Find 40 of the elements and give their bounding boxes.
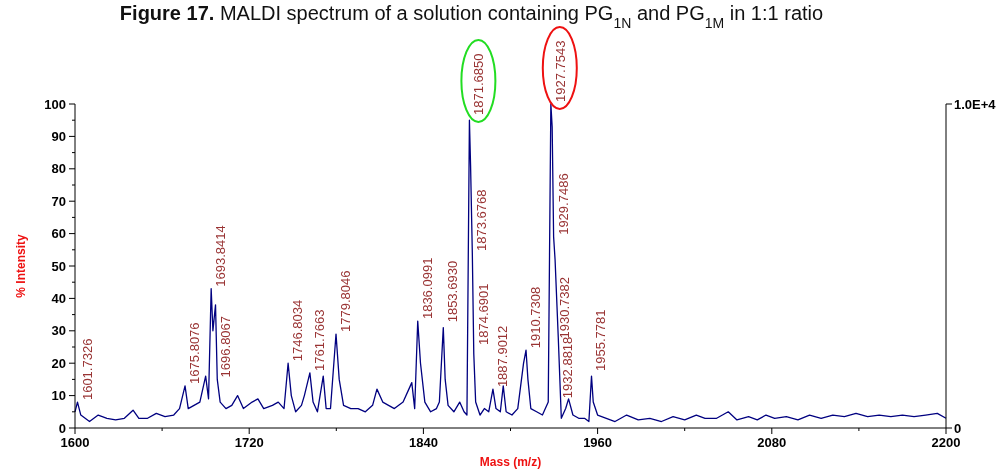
annotation: 1696.8067: [217, 315, 233, 378]
y2-tick-label: 1.0E+4: [954, 96, 997, 112]
annotation: 1873.6768: [474, 189, 490, 252]
annotation: 1871.6850: [471, 53, 487, 115]
x-tick-label: 1600: [60, 435, 90, 450]
annotation: 1779.8046: [338, 270, 354, 333]
y-tick-label: 0: [58, 420, 66, 436]
x-axis-title: Mass (m/z): [479, 455, 542, 469]
y-tick-label: 30: [51, 323, 66, 339]
y-axis-title: % Intensity: [14, 234, 28, 298]
annotation: 1955.7781: [593, 309, 609, 371]
annotation: 1675.8076: [187, 322, 203, 384]
y-tick-label: 50: [51, 258, 66, 274]
annotation: 1836.0991: [419, 257, 435, 320]
x-tick-label: 1840: [408, 435, 438, 450]
y-tick-label: 70: [51, 193, 66, 209]
annotation: 1601.7326: [79, 338, 95, 401]
y-tick-label: 80: [51, 161, 66, 177]
x-tick-label: 1720: [234, 435, 264, 450]
y-tick-label: 40: [51, 290, 66, 306]
annotation: 1927.7543: [552, 40, 568, 102]
annotation: 1874.6901: [475, 283, 491, 345]
annotation: 1853.6930: [445, 260, 461, 323]
annotation: 1910.7308: [528, 286, 544, 349]
annotation: 1693.8414: [213, 225, 229, 287]
annotation: 1932.8818: [560, 336, 576, 399]
x-tick-label: 2200: [931, 435, 961, 450]
annotation: 1887.9012: [494, 325, 510, 388]
annotation: 1929.7486: [555, 173, 571, 235]
annotation: 1746.8034: [290, 299, 306, 362]
y-tick-label: 90: [51, 128, 66, 144]
x-tick-label: 1960: [583, 435, 613, 450]
x-tick-label: 2080: [757, 435, 787, 450]
y-tick-label: 10: [51, 388, 66, 404]
y-tick-label: 100: [44, 96, 66, 112]
chart-title: Figure 17. MALDI spectrum of a solution containing PG$_{1N}$ and PG$_{1M}$ in 1:1 ratio: [119, 2, 824, 31]
y2-tick-label: 0: [954, 420, 962, 436]
y-tick-label: 20: [51, 355, 66, 371]
y-tick-label: 60: [51, 226, 66, 242]
annotation: 1761.7663: [311, 309, 327, 371]
